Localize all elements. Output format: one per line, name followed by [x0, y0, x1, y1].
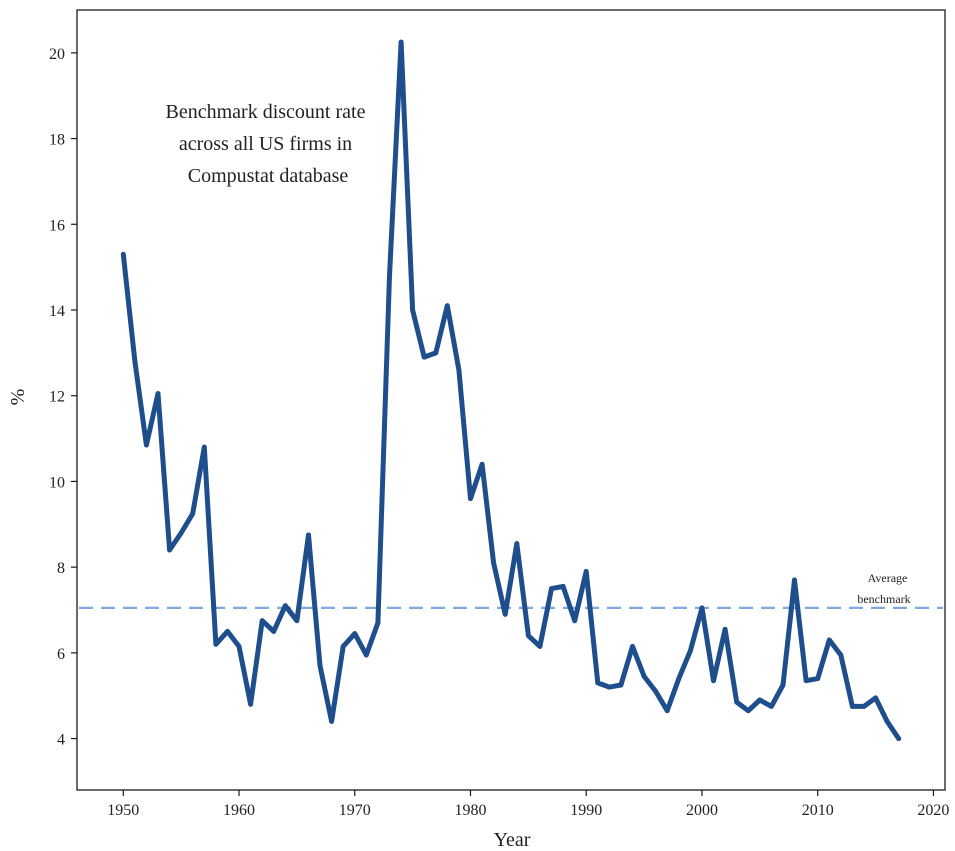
data-point — [734, 699, 740, 705]
data-point — [132, 359, 138, 364]
data-point — [676, 676, 682, 681]
data-point — [375, 620, 381, 626]
y-tick-label: 18 — [49, 132, 65, 149]
data-point — [884, 719, 890, 724]
data-point — [155, 391, 161, 396]
plot-frame — [76, 9, 946, 791]
data-point — [815, 676, 821, 681]
data-point — [433, 350, 439, 356]
data-point — [282, 603, 288, 609]
data-point — [595, 680, 601, 686]
data-point — [167, 547, 173, 553]
data-point — [711, 678, 716, 684]
data-point — [340, 644, 346, 649]
data-point — [144, 442, 149, 448]
x-tick-label: 1990 — [570, 802, 602, 819]
data-point — [873, 695, 878, 701]
data-point — [317, 663, 323, 669]
data-point — [549, 586, 554, 591]
data-point — [410, 307, 415, 313]
y-axis-title: % — [7, 389, 29, 406]
ref-label-line-2: benchmark — [857, 592, 910, 606]
data-point — [792, 577, 797, 583]
x-tick-label: 1960 — [223, 802, 255, 819]
y-tick-label: 12 — [49, 389, 65, 406]
data-point — [653, 689, 659, 694]
data-point — [248, 701, 254, 707]
data-point — [306, 532, 311, 538]
data-point — [502, 611, 508, 617]
annotation-line-3: Compustat database — [188, 165, 349, 187]
data-point — [607, 684, 612, 690]
y-tick-label: 20 — [49, 46, 65, 63]
data-point — [201, 444, 207, 450]
data-point — [259, 618, 265, 624]
data-point — [688, 648, 693, 654]
data-point — [444, 303, 450, 309]
data-point — [838, 652, 844, 658]
data-point — [722, 626, 728, 632]
data-point — [178, 530, 184, 536]
data-point — [236, 644, 242, 649]
data-point — [456, 367, 462, 373]
data-point — [896, 736, 902, 741]
data-point — [329, 719, 334, 724]
data-point — [641, 674, 647, 679]
x-tick-label: 1950 — [107, 802, 139, 819]
data-point — [572, 618, 578, 624]
data-point — [491, 560, 496, 566]
data-point — [745, 708, 751, 714]
x-axis-title: Year — [494, 829, 531, 851]
data-point — [769, 704, 774, 709]
y-tick-label: 8 — [57, 560, 65, 577]
data-point — [363, 652, 369, 658]
y-axis: 4 6 8 10 12 14 16 18 20 — [49, 46, 77, 749]
series-points — [120, 39, 902, 741]
chart-annotation: Benchmark discount rate across all US fi… — [166, 101, 371, 187]
data-point — [630, 644, 635, 649]
data-point — [780, 682, 786, 688]
data-point — [294, 618, 300, 624]
y-tick-label: 6 — [57, 646, 65, 663]
x-tick-label: 2010 — [802, 802, 834, 819]
data-point — [560, 584, 566, 589]
data-point — [190, 511, 196, 516]
ref-label-line-1: Average — [868, 571, 908, 585]
x-tick-label: 1980 — [454, 802, 486, 819]
data-point — [271, 629, 277, 634]
data-point — [757, 697, 763, 703]
data-point — [225, 629, 230, 634]
data-point — [421, 354, 427, 360]
data-point — [664, 708, 670, 714]
data-point — [398, 39, 404, 45]
data-point — [479, 461, 485, 467]
x-tick-label: 2000 — [686, 802, 718, 819]
data-point — [514, 541, 520, 546]
data-point — [850, 704, 855, 709]
data-point — [120, 251, 126, 257]
y-tick-label: 4 — [57, 732, 65, 749]
data-point — [699, 605, 705, 611]
x-axis: 1950 1960 1970 1980 1990 2000 2010 2020 — [107, 790, 949, 819]
x-tick-label: 2020 — [917, 802, 949, 819]
data-point — [213, 641, 219, 647]
y-tick-label: 10 — [49, 474, 65, 491]
data-point — [861, 704, 867, 709]
x-tick-label: 1970 — [339, 802, 371, 819]
data-point — [803, 678, 809, 684]
data-point — [387, 273, 392, 279]
data-point — [352, 631, 358, 636]
data-point — [537, 644, 543, 649]
annotation-line-2: across all US firms in — [179, 133, 352, 155]
data-point — [826, 637, 832, 643]
data-point — [618, 682, 624, 688]
data-point — [468, 496, 473, 501]
y-tick-label: 16 — [49, 217, 65, 234]
data-point — [583, 569, 589, 574]
y-tick-label: 14 — [49, 303, 65, 320]
data-point — [526, 633, 531, 639]
annotation-line-1: Benchmark discount rate — [166, 101, 366, 123]
average-benchmark-label: Average benchmark — [857, 571, 910, 606]
